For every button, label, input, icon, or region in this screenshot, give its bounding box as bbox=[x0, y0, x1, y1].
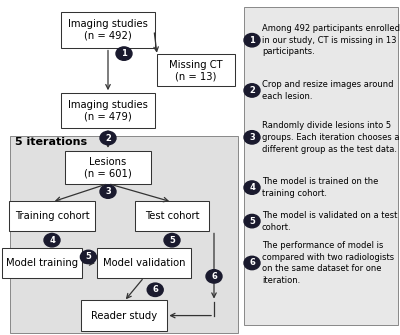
Text: Among 492 participants enrolled
in our study, CT is missing in 13
participants.: Among 492 participants enrolled in our s… bbox=[262, 24, 400, 57]
Text: 6: 6 bbox=[152, 285, 158, 294]
Text: Test cohort: Test cohort bbox=[145, 211, 199, 221]
Circle shape bbox=[147, 283, 163, 296]
Text: 6: 6 bbox=[249, 259, 255, 267]
Text: 6: 6 bbox=[211, 272, 217, 281]
Circle shape bbox=[244, 256, 260, 270]
FancyBboxPatch shape bbox=[10, 136, 238, 333]
Text: 3: 3 bbox=[105, 187, 111, 196]
FancyBboxPatch shape bbox=[9, 201, 95, 231]
Text: 1: 1 bbox=[249, 36, 255, 45]
Text: Crop and resize images around
each lesion.: Crop and resize images around each lesio… bbox=[262, 80, 394, 101]
FancyBboxPatch shape bbox=[65, 151, 151, 184]
Text: 4: 4 bbox=[49, 236, 55, 245]
Text: Lesions
(n = 601): Lesions (n = 601) bbox=[84, 157, 132, 178]
Text: 5: 5 bbox=[86, 253, 91, 261]
FancyBboxPatch shape bbox=[157, 54, 235, 86]
Text: Training cohort: Training cohort bbox=[15, 211, 89, 221]
Circle shape bbox=[206, 270, 222, 283]
Text: 2: 2 bbox=[249, 86, 255, 95]
Circle shape bbox=[100, 131, 116, 145]
Text: 4: 4 bbox=[249, 183, 255, 192]
Circle shape bbox=[164, 233, 180, 247]
Text: 1: 1 bbox=[121, 49, 127, 58]
Circle shape bbox=[244, 34, 260, 47]
Text: Randomly divide lesions into 5
groups. Each iteration chooses a
different group : Randomly divide lesions into 5 groups. E… bbox=[262, 121, 400, 154]
Text: Imaging studies
(n = 492): Imaging studies (n = 492) bbox=[68, 19, 148, 41]
Text: The performance of model is
compared with two radiologists
on the same dataset f: The performance of model is compared wit… bbox=[262, 241, 394, 285]
Text: Missing CT
(n = 13): Missing CT (n = 13) bbox=[169, 60, 223, 81]
FancyBboxPatch shape bbox=[81, 300, 167, 331]
Text: Imaging studies
(n = 479): Imaging studies (n = 479) bbox=[68, 100, 148, 121]
Text: 5: 5 bbox=[249, 217, 255, 225]
Text: Reader study: Reader study bbox=[91, 311, 157, 321]
Text: Model validation: Model validation bbox=[103, 258, 185, 268]
FancyBboxPatch shape bbox=[2, 248, 82, 278]
Text: The model is validated on a test
cohort.: The model is validated on a test cohort. bbox=[262, 211, 397, 231]
Text: 3: 3 bbox=[249, 133, 255, 142]
Circle shape bbox=[244, 214, 260, 228]
Text: 5 iterations: 5 iterations bbox=[15, 137, 87, 147]
Circle shape bbox=[244, 84, 260, 97]
FancyBboxPatch shape bbox=[61, 12, 155, 48]
FancyBboxPatch shape bbox=[61, 93, 155, 128]
Circle shape bbox=[100, 185, 116, 198]
FancyBboxPatch shape bbox=[97, 248, 191, 278]
FancyBboxPatch shape bbox=[244, 7, 398, 325]
Circle shape bbox=[80, 250, 96, 264]
Text: 2: 2 bbox=[105, 134, 111, 142]
Text: 5: 5 bbox=[169, 236, 175, 245]
FancyBboxPatch shape bbox=[135, 201, 209, 231]
Text: The model is trained on the
training cohort.: The model is trained on the training coh… bbox=[262, 177, 378, 198]
Circle shape bbox=[244, 131, 260, 144]
Circle shape bbox=[44, 233, 60, 247]
Circle shape bbox=[244, 181, 260, 194]
Circle shape bbox=[116, 47, 132, 60]
Text: Model training: Model training bbox=[6, 258, 78, 268]
